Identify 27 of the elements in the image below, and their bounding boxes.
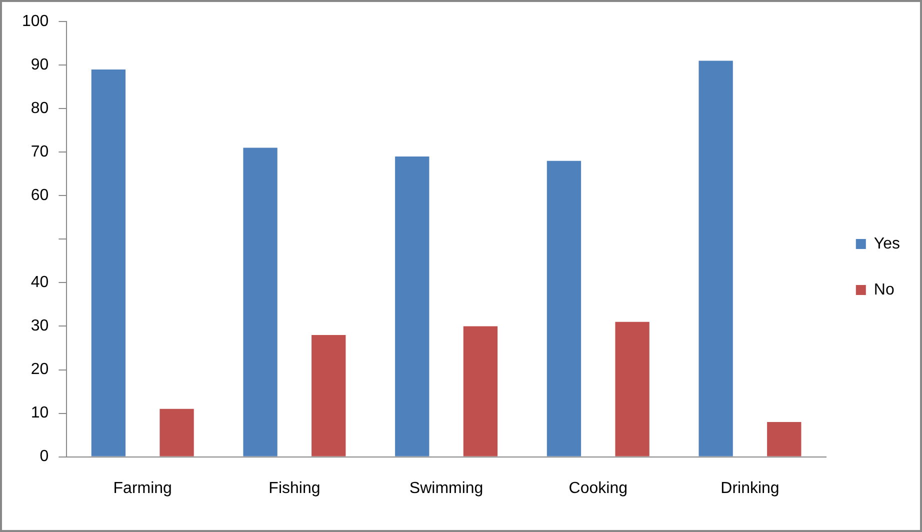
x-tick-label: Cooking — [568, 480, 628, 497]
legend-label: Yes — [874, 235, 900, 252]
y-tick-label: 60 — [30, 187, 49, 204]
y-tick-label: 100 — [22, 13, 49, 30]
bar — [698, 60, 733, 456]
bar — [160, 408, 194, 456]
bar — [312, 334, 346, 456]
x-tick-label: Swimming — [409, 480, 484, 497]
bar — [767, 422, 802, 456]
y-tick-label: 30 — [30, 318, 49, 335]
y-tick-label: 20 — [30, 361, 49, 378]
y-tick-label: 70 — [30, 144, 49, 161]
bar — [546, 160, 582, 456]
y-tick-label: 40 — [30, 274, 49, 292]
x-tick-label: Fishing — [268, 480, 320, 497]
x-tick-label: Drinking — [720, 480, 780, 497]
y-tick-label: 80 — [30, 100, 49, 118]
bar — [615, 322, 650, 456]
legend-label: No — [874, 281, 894, 298]
bar — [463, 326, 498, 456]
y-tick-label: 0 — [40, 448, 49, 466]
bar — [395, 156, 430, 456]
bar — [243, 148, 278, 456]
bar — [91, 69, 126, 456]
x-tick-label: Farming — [113, 480, 172, 497]
y-tick-label: 90 — [30, 56, 49, 74]
y-tick-label: 10 — [30, 404, 49, 422]
